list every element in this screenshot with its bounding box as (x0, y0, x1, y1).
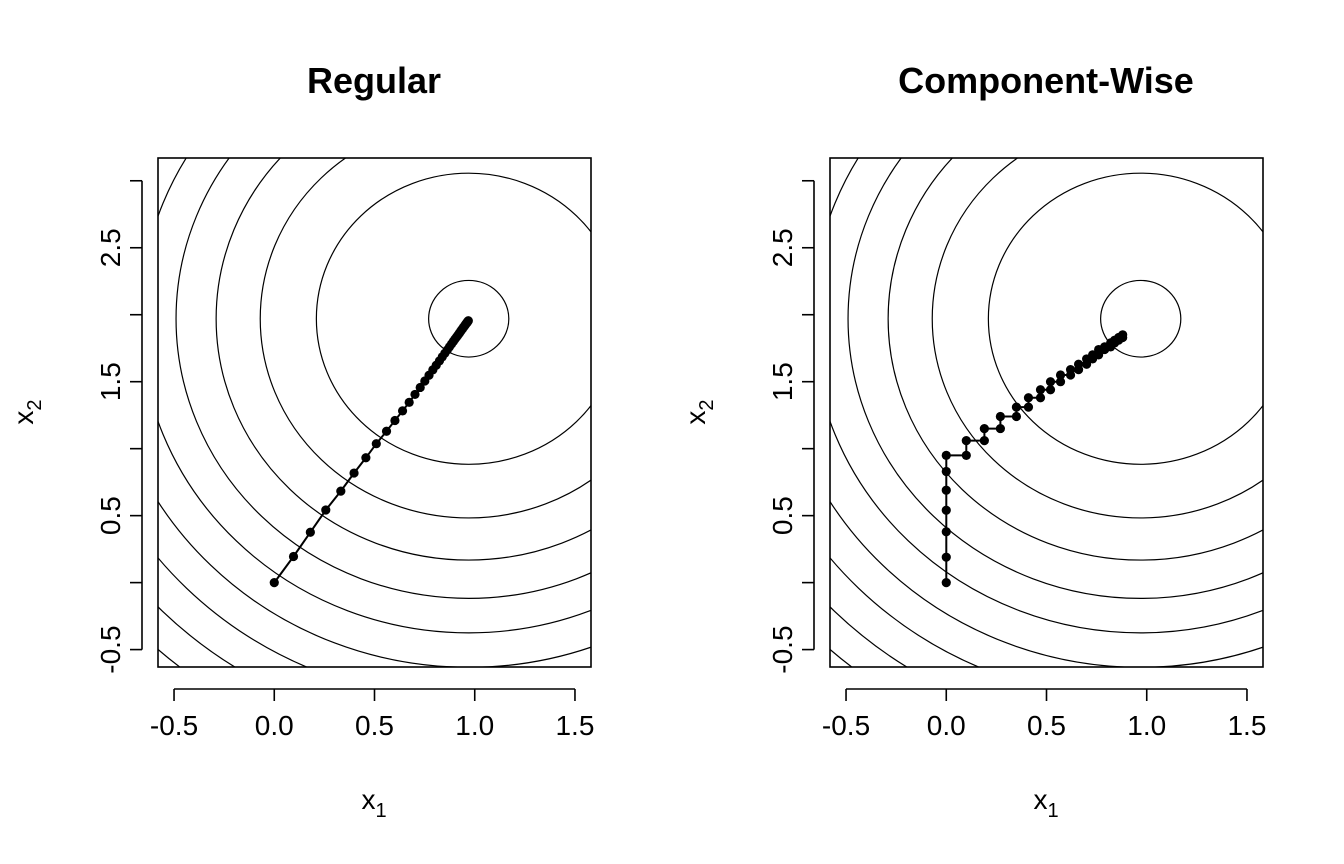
y-tick-label: 1.5 (95, 362, 126, 401)
path-point (941, 505, 951, 515)
contour-line (0, 0, 966, 794)
y-tick-label: 2.5 (767, 228, 798, 267)
path-point (1055, 370, 1066, 380)
contour-line (614, 0, 1344, 822)
path-point (1011, 411, 1022, 422)
contour-line (887, 158, 1263, 561)
path-point (961, 450, 971, 460)
y-tick-label: 0.5 (95, 496, 126, 535)
contour-line (830, 158, 1263, 634)
path-point (979, 436, 989, 446)
path-point (390, 415, 400, 426)
path-point (1023, 402, 1034, 412)
contour-line (259, 158, 591, 519)
x-axis: -0.5 0.0 0.5 1.0 1.5 (822, 688, 1266, 741)
x-tick-label: 1.5 (1227, 710, 1266, 741)
y-axis-label: x2 (680, 399, 718, 424)
path-point (404, 397, 414, 407)
path-point (371, 439, 381, 449)
contour-line (830, 605, 909, 667)
x-tick-label: -0.5 (822, 710, 870, 741)
x-tick-label: 0.5 (355, 710, 394, 741)
path-point (269, 578, 279, 588)
path-point (288, 551, 299, 562)
path-point (305, 527, 315, 537)
x-tick-label: 1.0 (1127, 710, 1166, 741)
contour-line (644, 0, 1344, 794)
path-point (349, 468, 359, 478)
plot-frame (829, 157, 1264, 668)
contour-line (428, 279, 510, 358)
path-point (1073, 359, 1084, 369)
y-tick-label: -0.5 (95, 625, 126, 673)
chart-panel-component-wise: Component-Wise -0.5 0.0 0.5 1.0 1.5 -0.5 0.5 1… (614, 0, 1344, 822)
x-axis-label: x1 (361, 784, 386, 822)
path-point (995, 423, 1005, 434)
path-point (979, 423, 989, 434)
contour-line (830, 556, 981, 667)
x-axis: -0.5 0.0 0.5 1.0 1.5 (150, 688, 594, 741)
path-point (941, 466, 951, 477)
x-tick-label: 0.5 (1027, 710, 1066, 741)
contour-line (158, 158, 591, 634)
x-tick-label: -0.5 (150, 710, 198, 741)
path-point (1118, 330, 1128, 340)
path-point (415, 382, 425, 393)
path-point (941, 485, 951, 495)
path-line (945, 334, 1124, 583)
y-tick-label: 1.5 (767, 362, 798, 401)
contour-line (987, 172, 1263, 465)
chart-panel-regular: Regular -0.5 0.0 0.5 1.0 1.5 -0.5 0.5 1.5 2.5 x… (0, 0, 966, 822)
y-tick-label: 2.5 (95, 228, 126, 267)
chart-title: Regular (307, 60, 441, 101)
path-point (995, 411, 1005, 422)
chart-title: Component-Wise (898, 60, 1194, 101)
path-point (1011, 402, 1022, 412)
contour-line (158, 500, 591, 667)
path-point (1035, 385, 1046, 395)
y-axis: -0.5 0.5 1.5 2.5 (95, 179, 143, 674)
path-point (941, 552, 951, 562)
path-point (321, 505, 331, 515)
path-point (381, 426, 392, 436)
x-tick-label: 0.0 (927, 710, 966, 741)
path-point (1045, 385, 1056, 395)
contour-lines (0, 0, 966, 794)
contour-lines (614, 0, 1344, 822)
path-point (941, 578, 951, 588)
path-point (410, 389, 420, 400)
path-point (361, 453, 371, 463)
y-axis-label: x2 (8, 399, 46, 424)
contour-line (175, 158, 591, 599)
path-point (336, 486, 346, 496)
path-point (941, 527, 951, 537)
contour-line (847, 158, 1263, 599)
path-point (1045, 377, 1056, 387)
y-tick-label: 0.5 (767, 496, 798, 535)
x-tick-label: 1.0 (455, 710, 494, 741)
path-point (397, 406, 408, 416)
path-point (1065, 365, 1076, 375)
path-point (463, 316, 473, 326)
x-tick-label: 0.0 (255, 710, 294, 741)
x-tick-label: 1.5 (555, 710, 594, 741)
plot-frame (157, 157, 592, 668)
path-point (1023, 393, 1034, 403)
contour-line (1100, 279, 1182, 358)
path-point (1035, 393, 1046, 403)
y-axis: -0.5 0.5 1.5 2.5 (767, 179, 815, 674)
y-tick-label: -0.5 (767, 625, 798, 673)
path-point (941, 450, 951, 460)
contour-line (158, 556, 309, 667)
path-point (1055, 377, 1066, 387)
contour-line (931, 158, 1263, 519)
descent-path (269, 316, 473, 588)
contour-line (315, 172, 591, 465)
descent-path (941, 330, 1128, 588)
contour-line (215, 158, 591, 561)
path-point (961, 436, 971, 446)
x-axis-label: x1 (1033, 784, 1058, 822)
